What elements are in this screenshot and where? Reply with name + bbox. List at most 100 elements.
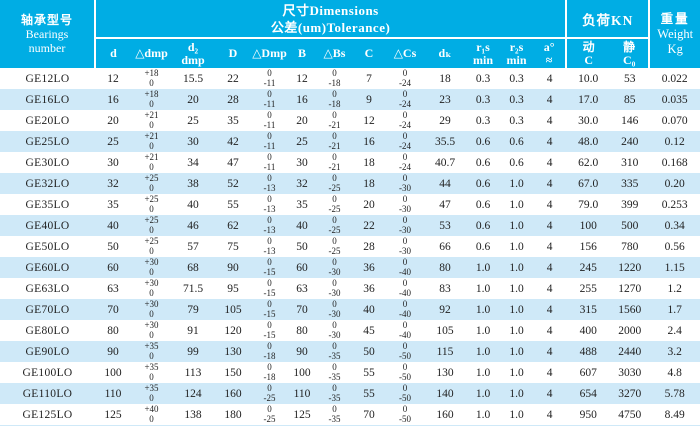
cell-dk: 83 (439, 282, 451, 295)
cell-D: 120 (224, 324, 242, 337)
cell-d2: 71.5 (182, 282, 204, 295)
cell-model: GE20LO (25, 114, 70, 127)
cell-C: 18 (363, 156, 375, 169)
bearings-label-en-2: number (28, 41, 66, 55)
cell-r1s: 1.0 (475, 261, 491, 274)
cell-weight: 0.035 (661, 93, 688, 106)
table-row: GE90LO 90 +35 0 99 130 0 -18 90 0 -35 50 0 -50 115 1.0 1… (0, 341, 700, 362)
cell-C: 45 (363, 324, 375, 337)
cell-Dmp: 0 -11 (263, 152, 276, 172)
cell-Cs: 0 -24 (399, 89, 411, 109)
cell-C: 18 (363, 177, 375, 190)
cell-dynC: 30.0 (578, 114, 599, 127)
cell-d2: 68 (187, 261, 199, 274)
col-header-a-approx: a° ≈ (533, 38, 567, 68)
cell-r2s: 0.3 (509, 93, 524, 106)
cell-a: 4 (546, 303, 553, 316)
cell-Cs: 0 -24 (399, 131, 411, 151)
cell-d2: 20 (187, 93, 199, 106)
cell-a: 4 (546, 324, 553, 337)
cell-C: 55 (363, 366, 375, 379)
cell-d2: 46 (187, 219, 199, 232)
cell-r2s: 1.0 (509, 240, 524, 253)
cell-C: 20 (363, 198, 375, 211)
cell-model: GE40LO (25, 219, 70, 232)
cell-dk: 18 (439, 72, 451, 85)
cell-d2: 124 (184, 387, 202, 400)
cell-C: 50 (363, 345, 375, 358)
cell-r2s: 1.0 (509, 303, 524, 316)
cell-dk: 40.7 (434, 156, 456, 169)
cell-r1s: 1.0 (475, 282, 491, 295)
cell-r2s: 1.0 (509, 408, 524, 421)
cell-Cs: 0 -50 (399, 383, 411, 403)
cell-d2: 25 (187, 114, 199, 127)
cell-r2s: 1.0 (509, 387, 524, 400)
col-header-static-load: 静 C₀ (610, 38, 651, 68)
cell-B: 125 (293, 408, 311, 421)
table-row: GE80LO 80 +30 0 91 120 0 -15 80 0 -30 45 0 -40 105 1.0 1… (0, 320, 700, 341)
col-header-d: d (95, 38, 131, 68)
cell-Bs: 0 -35 (328, 404, 341, 424)
cell-dmp: +30 0 (144, 320, 159, 340)
cell-model: GE100LO (22, 366, 73, 379)
cell-Bs: 0 -35 (328, 341, 341, 361)
cell-weight: 0.20 (664, 177, 685, 190)
cell-statC: 85 (623, 93, 636, 106)
cell-C: 22 (363, 219, 375, 232)
weight-label-en: Weight (657, 26, 694, 41)
cell-C: 40 (363, 303, 375, 316)
table-header: 轴承型号 Bearings number 尺寸Dimensions 公差(um)… (0, 0, 700, 68)
cell-model: GE35LO (25, 198, 70, 211)
cell-Dmp: 0 -15 (263, 257, 276, 277)
cell-B: 12 (296, 72, 308, 85)
cell-B: 32 (296, 177, 308, 190)
cell-Bs: 0 -25 (328, 236, 341, 256)
cell-statC: 2440 (618, 345, 642, 358)
table-row: GE100LO 100 +35 0 113 150 0 -18 100 0 -35 55 0 -50 130… (0, 362, 700, 383)
cell-weight: 5.78 (664, 387, 685, 400)
cell-r1s: 1.0 (475, 408, 491, 421)
col-header-delta-Bs: △Bs (317, 38, 352, 68)
cell-d: 70 (107, 303, 119, 316)
cell-Dmp: 0 -13 (263, 173, 276, 193)
cell-B: 16 (296, 93, 308, 106)
cell-d2: 138 (184, 408, 202, 421)
cell-r1s: 0.3 (475, 72, 491, 85)
cell-dk: 80 (439, 261, 451, 274)
cell-B: 60 (296, 261, 308, 274)
cell-r2s: 1.0 (509, 177, 524, 190)
cell-a: 4 (546, 198, 553, 211)
cell-r1s: 0.3 (475, 114, 491, 127)
cell-weight: 1.15 (664, 261, 685, 274)
cell-a: 4 (546, 345, 553, 358)
cell-dmp: +25 0 (144, 215, 159, 235)
cell-D: 47 (227, 156, 239, 169)
cell-Bs: 0 -30 (328, 278, 341, 298)
col-header-dk: dₖ (424, 38, 466, 68)
cell-Dmp: 0 -13 (263, 236, 276, 256)
cell-C: 36 (363, 261, 375, 274)
cell-a: 4 (546, 219, 553, 232)
cell-d: 25 (107, 135, 119, 148)
cell-d: 20 (107, 114, 119, 127)
cell-d: 35 (107, 198, 119, 211)
cell-d: 125 (104, 408, 122, 421)
cell-weight: 0.12 (664, 135, 685, 148)
col-header-delta-dmp: △dmp (131, 38, 172, 68)
dimensions-header: 尺寸Dimensions 公差(um)Tolerance) (95, 0, 567, 39)
cell-B: 50 (296, 240, 308, 253)
cell-dk: 105 (436, 324, 454, 337)
cell-Bs: 0 -21 (328, 152, 341, 172)
cell-dmp: +35 0 (144, 362, 159, 382)
cell-model: GE30LO (25, 156, 70, 169)
cell-Bs: 0 -25 (328, 215, 341, 235)
cell-statC: 3270 (618, 387, 642, 400)
cell-B: 63 (296, 282, 308, 295)
cell-a: 4 (546, 177, 553, 190)
cell-d2: 57 (187, 240, 199, 253)
cell-Bs: 0 -18 (328, 68, 341, 88)
cell-Cs: 0 -40 (399, 278, 411, 298)
cell-dmp: +25 0 (144, 236, 159, 256)
